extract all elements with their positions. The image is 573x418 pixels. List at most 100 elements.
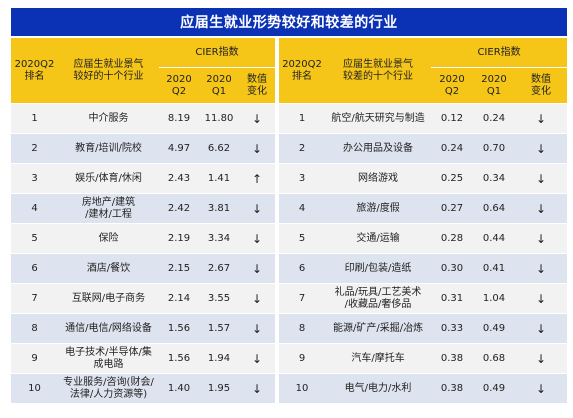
- good-cier-header: CIER指数: [159, 38, 276, 68]
- good-q2-cell: 1.56: [159, 313, 199, 344]
- good-q1-cell: 11.80: [199, 103, 239, 134]
- good-industry-cell: 酒店/餐饮: [58, 253, 159, 284]
- bad-q2-header-text: 2020 Q2: [439, 73, 465, 97]
- table-row: 8 通信/电信/网络设备 1.56 1.57 ↓ 8 能源/矿产/采掘/冶炼 0.33 0.49…: [11, 313, 568, 344]
- bad-q1-header: 2020 Q1: [473, 67, 516, 104]
- bad-change-cell: ↓: [515, 343, 568, 374]
- bad-q1-cell: 0.70: [473, 133, 516, 164]
- column-gap: [275, 373, 280, 403]
- good-q2-cell: 2.19: [159, 223, 199, 254]
- page-title: 应届生就业形势较好和较差的行业: [11, 8, 567, 36]
- header-row-sub: 2020 Q2 2020 Q1 数值 变化 2020 Q2 2020 Q1 数值…: [11, 67, 568, 104]
- bad-change-header: 数值 变化: [515, 67, 568, 104]
- bad-industry-cell: 汽车/摩托车: [325, 343, 432, 374]
- good-rank-cell: 5: [11, 223, 58, 254]
- bad-rank-cell: 6: [279, 253, 326, 284]
- good-industry-cell: 通信/电信/网络设备: [58, 313, 159, 344]
- column-gap: [275, 343, 280, 374]
- bad-q2-cell: 0.12: [431, 103, 474, 134]
- bad-rank-cell: 2: [279, 133, 326, 164]
- column-gap: [275, 38, 280, 104]
- good-industry-cell: 互联网/电子商务: [58, 283, 159, 314]
- good-q2-cell: 2.15: [159, 253, 199, 284]
- good-q1-cell: 3.34: [199, 223, 239, 254]
- good-change-header-text: 数值 变化: [247, 73, 268, 97]
- bad-rank-cell: 10: [279, 373, 326, 403]
- bad-q1-cell: 0.49: [473, 373, 516, 403]
- table-row: 7 互联网/电子商务 2.14 3.55 ↓ 7 礼品/玩具/工艺美术 /收藏品/奢侈品 0.…: [11, 283, 568, 314]
- bad-change-cell: ↓: [515, 223, 568, 254]
- table-row: 5 保险 2.19 3.34 ↓ 5 交通/运输 0.28 0.44 ↓: [11, 223, 568, 254]
- bad-q2-cell: 0.24: [431, 133, 474, 164]
- good-industry-cell: 房地产/建筑 /建材/工程: [58, 193, 159, 224]
- column-gap: [275, 193, 280, 224]
- rank-header: 2020Q2 排名: [11, 38, 58, 104]
- table-row: 9 电子技术/半导体/集 成电路 1.56 1.94 ↓ 9 汽车/摩托车 0.38 0.68 ↓: [11, 343, 568, 374]
- table-row: 6 酒店/餐饮 2.15 2.67 ↓ 6 印刷/包装/造纸 0.30 0.41 ↓: [11, 253, 568, 284]
- good-change-cell: ↓: [239, 313, 276, 344]
- bad-change-cell: ↓: [515, 253, 568, 284]
- good-q2-cell: 1.56: [159, 343, 199, 374]
- bad-q1-cell: 0.24: [473, 103, 516, 134]
- bad-q1-cell: 0.64: [473, 193, 516, 224]
- good-industry-cell: 电子技术/半导体/集 成电路: [58, 343, 159, 374]
- bad-change-cell: ↓: [515, 133, 568, 164]
- good-q1-cell: 1.94: [199, 343, 239, 374]
- bad-rank-cell: 7: [279, 283, 326, 314]
- good-change-cell: ↑: [239, 163, 276, 194]
- table-row: 2 教育/培训/院校 4.97 6.62 ↓ 2 办公用品及设备 0.24 0.70 ↓: [11, 133, 568, 164]
- bad-rank-cell: 3: [279, 163, 326, 194]
- column-gap: [275, 313, 280, 344]
- good-rank-cell: 8: [11, 313, 58, 344]
- industry-table: 2020Q2 排名 应届生就业景气 较好的十个行业 CIER指数 2020Q2 …: [11, 38, 568, 403]
- column-gap: [275, 283, 280, 314]
- rank-header-right-text: 2020Q2 排名: [282, 58, 322, 82]
- good-change-cell: ↓: [239, 253, 276, 284]
- good-change-cell: ↓: [239, 343, 276, 374]
- bad-q2-cell: 0.38: [431, 373, 474, 403]
- bad-industry-header: 应届生就业景气 较差的十个行业: [325, 38, 432, 104]
- good-q2-cell: 4.97: [159, 133, 199, 164]
- rank-header-text: 2020Q2 排名: [14, 58, 55, 82]
- bad-q1-cell: 0.68: [473, 343, 516, 374]
- good-change-cell: ↓: [239, 133, 276, 164]
- bad-q2-cell: 0.27: [431, 193, 474, 224]
- good-q2-cell: 2.42: [159, 193, 199, 224]
- bad-change-cell: ↓: [515, 283, 568, 314]
- table-row: 10 专业服务/咨询(财会/ 法律/人力资源等) 1.40 1.95 ↓ 10 电气/电力/…: [11, 373, 568, 403]
- good-rank-cell: 2: [11, 133, 58, 164]
- rank-header-right: 2020Q2 排名: [279, 38, 326, 104]
- good-change-cell: ↓: [239, 283, 276, 314]
- bad-change-cell: ↓: [515, 103, 568, 134]
- column-gap: [275, 103, 280, 134]
- good-rank-cell: 10: [11, 373, 58, 403]
- good-q2-cell: 1.40: [159, 373, 199, 403]
- good-q1-cell: 6.62: [199, 133, 239, 164]
- bad-cier-header: CIER指数: [431, 38, 568, 68]
- good-q2-cell: 2.14: [159, 283, 199, 314]
- good-q1-header: 2020 Q1: [199, 67, 239, 104]
- bad-q1-cell: 0.49: [473, 313, 516, 344]
- column-gap: [275, 163, 280, 194]
- bad-q1-cell: 0.44: [473, 223, 516, 254]
- bad-q2-cell: 0.38: [431, 343, 474, 374]
- good-industry-cell: 教育/培训/院校: [58, 133, 159, 164]
- good-change-cell: ↓: [239, 373, 276, 403]
- bad-industry-header-text: 应届生就业景气 较差的十个行业: [343, 58, 414, 82]
- bad-q1-cell: 0.41: [473, 253, 516, 284]
- good-q2-cell: 8.19: [159, 103, 199, 134]
- bad-q2-cell: 0.33: [431, 313, 474, 344]
- bad-change-cell: ↓: [515, 193, 568, 224]
- good-rank-cell: 1: [11, 103, 58, 134]
- good-q2-header: 2020 Q2: [159, 67, 199, 104]
- bad-q2-cell: 0.28: [431, 223, 474, 254]
- bad-rank-cell: 9: [279, 343, 326, 374]
- column-gap: [275, 223, 280, 254]
- bad-industry-cell: 旅游/度假: [325, 193, 432, 224]
- good-industry-cell: 中介服务: [58, 103, 159, 134]
- good-q1-cell: 1.57: [199, 313, 239, 344]
- good-rank-cell: 4: [11, 193, 58, 224]
- good-q2-header-text: 2020 Q2: [166, 73, 192, 97]
- table-row: 3 娱乐/体育/休闲 2.43 1.41 ↑ 3 网络游戏 0.25 0.34 ↓: [11, 163, 568, 194]
- good-change-cell: ↓: [239, 223, 276, 254]
